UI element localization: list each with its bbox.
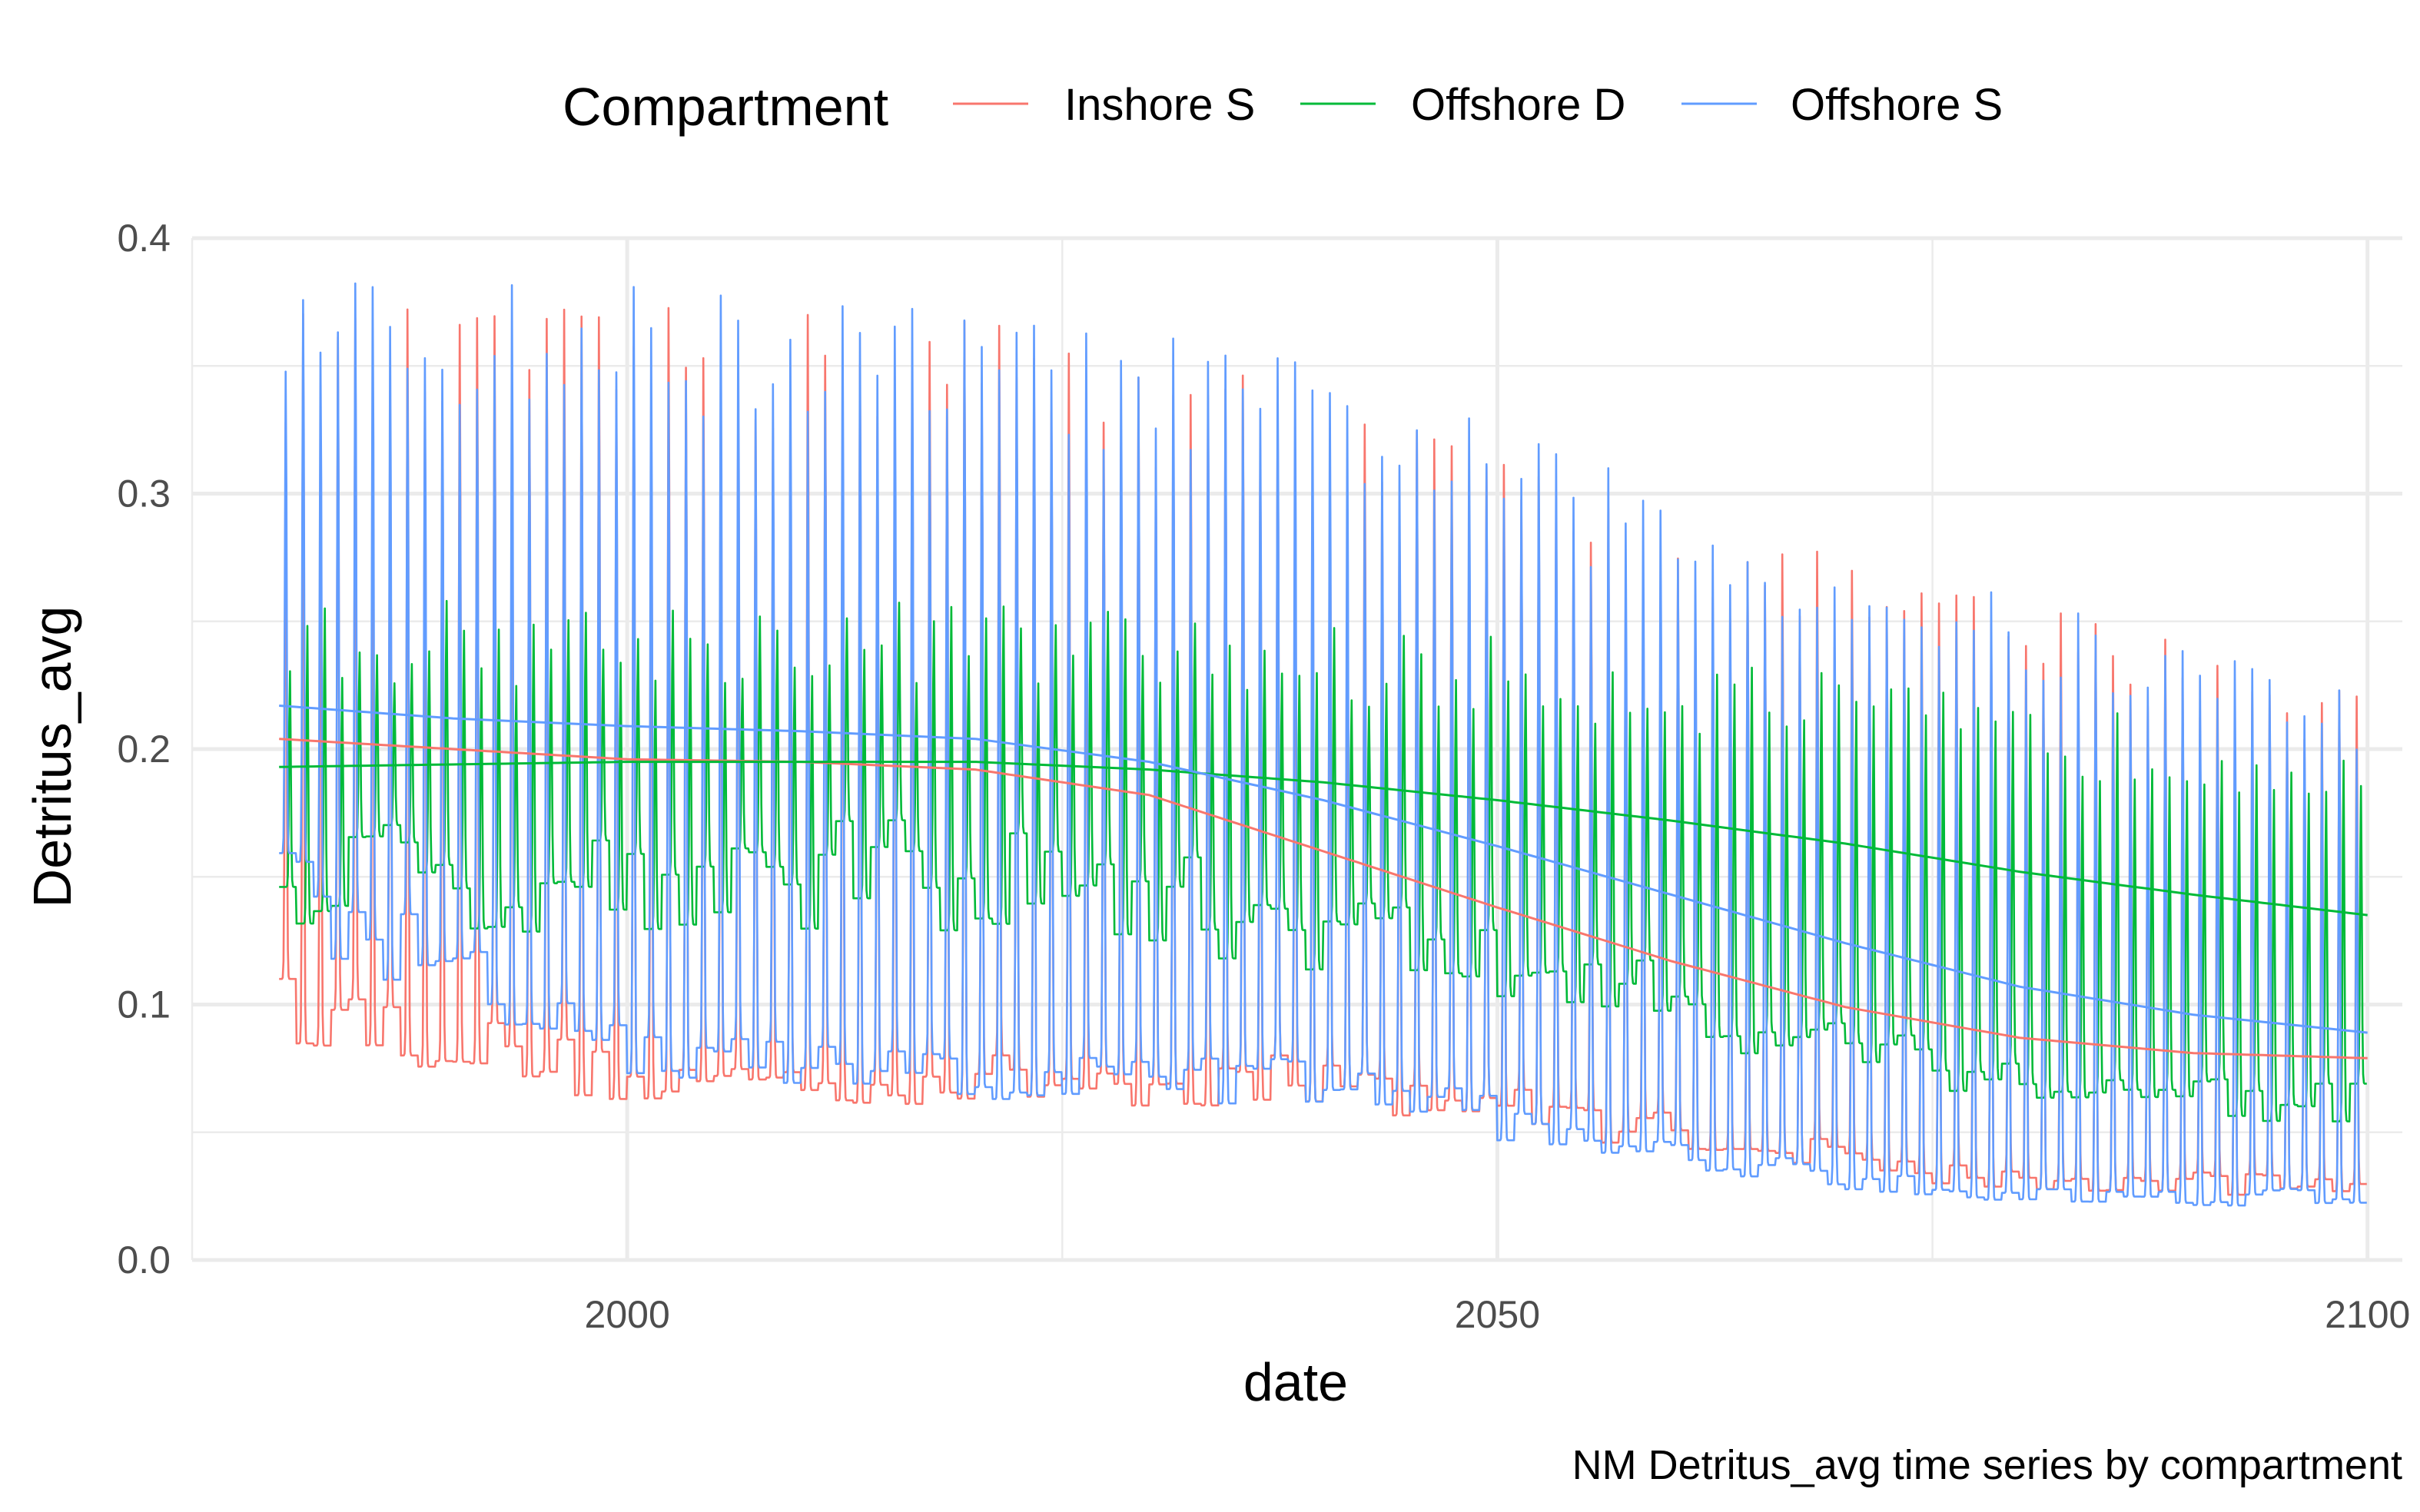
y-tick-label: 0.4 <box>117 217 171 260</box>
y-tick-label: 0.3 <box>117 472 171 516</box>
plot-area <box>278 282 2368 1207</box>
x-tick-label: 2050 <box>1455 1293 1540 1336</box>
legend-item-offshore-d: Offshore D <box>1300 80 1625 130</box>
series-line-offshore-d <box>278 599 2368 1122</box>
legend-item-offshore-s: Offshore S <box>1681 80 2003 130</box>
caption: NM Detritus_avg time series by compartme… <box>1572 1442 2402 1488</box>
y-axis-title: Detritus_avg <box>22 606 82 908</box>
x-tick-label: 2100 <box>2325 1293 2410 1336</box>
legend: Compartment Inshore S Offshore D Offshore … <box>563 77 2003 137</box>
legend-label: Offshore D <box>1411 80 1625 130</box>
trend-line-offshore-d <box>279 761 2368 917</box>
series-line-offshore-s <box>278 282 2368 1207</box>
y-axis: 0.0 0.1 0.2 0.3 0.4 <box>117 217 171 1282</box>
y-tick-label: 0.2 <box>117 728 171 771</box>
trend-line-inshore-s <box>279 738 2368 1059</box>
legend-label: Offshore S <box>1791 80 2003 130</box>
y-tick-label: 0.1 <box>117 983 171 1026</box>
series-line-inshore-s <box>278 307 2368 1196</box>
x-axis-title: date <box>1243 1352 1348 1412</box>
x-axis: 2000 2050 2100 <box>585 1293 2411 1336</box>
legend-title: Compartment <box>563 77 888 137</box>
trend-line-offshore-s <box>279 705 2368 1034</box>
x-tick-label: 2000 <box>585 1293 670 1336</box>
legend-item-inshore-s: Inshore S <box>953 80 1255 130</box>
legend-label: Inshore S <box>1064 80 1255 130</box>
grid <box>191 236 2402 1262</box>
y-tick-label: 0.0 <box>117 1238 171 1282</box>
